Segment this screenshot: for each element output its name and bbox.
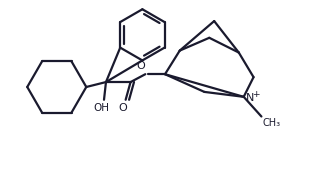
Text: O: O [136,61,145,71]
Text: OH: OH [93,103,109,113]
Text: CH₃: CH₃ [262,119,280,128]
Text: O: O [118,103,127,113]
Text: +: + [252,90,260,99]
Text: N: N [246,93,254,103]
